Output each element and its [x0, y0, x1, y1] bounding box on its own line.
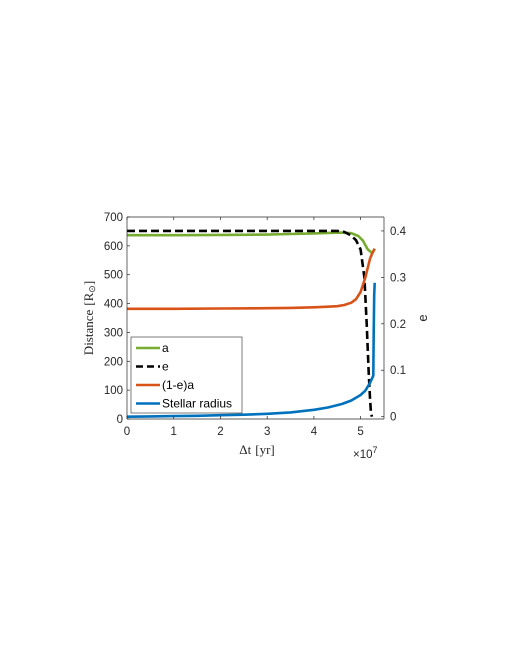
x-exponent-power: 7 [373, 445, 378, 455]
axes-layer [126, 216, 385, 420]
series-line-1-e-a [127, 248, 376, 311]
y-right-tick-label: 0.3 [390, 272, 406, 284]
legend-label-1-e-a: (1-e)a [162, 378, 194, 392]
legend-label-e: e [162, 360, 169, 374]
x-axis-label-symbol: Δt [239, 442, 251, 457]
legend-label-a: a [162, 341, 169, 355]
y-axis-left-label: Distance [R⊙] [81, 281, 97, 355]
x-axis-label: Δt [yr] [239, 442, 274, 457]
x-axis-label-unit: [yr] [255, 442, 275, 457]
series-line-a [127, 231, 376, 255]
y-left-label-main: Distance [81, 309, 96, 355]
x-exponent-label: ×107 [353, 445, 378, 461]
y-left-label-unit: [R [81, 292, 96, 305]
y-right-tick-label: 0.2 [390, 319, 406, 331]
x-exponent-base: ×10 [353, 449, 373, 461]
y-left-tick-label: 700 [104, 212, 123, 224]
series-line-stellar-radius [126, 282, 376, 418]
y-right-tick-label: 0 [390, 412, 396, 424]
y-left-label-sun-symbol: ⊙ [87, 285, 97, 293]
y-axis-right-label: e [415, 314, 430, 321]
y-right-tick-label: 0.4 [390, 226, 407, 238]
series-layer [126, 229, 376, 418]
y-left-tick-label: 100 [104, 385, 123, 397]
y-left-tick-label: 200 [104, 356, 123, 368]
x-tick-label: 4 [311, 426, 318, 438]
y-left-tick-label: 0 [117, 414, 123, 426]
legend-label-stellar-radius: Stellar radius [162, 397, 232, 411]
y-right-tick-label: 0.1 [390, 365, 406, 377]
x-tick-label: 1 [171, 426, 177, 438]
tick-labels: 0 1 2 3 4 5 0 100 200 300 400 500 600 700 0 0.1 0.2 0.3 0.… [104, 212, 407, 438]
y-left-tick-label: 600 [104, 241, 123, 253]
x-tick-label: 0 [124, 426, 130, 438]
y-left-tick-label: 300 [104, 327, 123, 339]
y-left-label-close: ] [81, 281, 96, 285]
legend-box [130, 336, 243, 414]
x-tick-label: 3 [264, 426, 270, 438]
x-tick-label: 5 [357, 426, 363, 438]
x-tick-label: 2 [217, 426, 223, 438]
y-left-tick-label: 500 [104, 270, 123, 282]
y-left-tick-label: 400 [104, 299, 123, 311]
series-line-e [127, 229, 374, 417]
legend-items: ae (1-e)a Stellar radius [136, 341, 232, 411]
legend: ae (1-e)a Stellar radius [130, 336, 243, 414]
